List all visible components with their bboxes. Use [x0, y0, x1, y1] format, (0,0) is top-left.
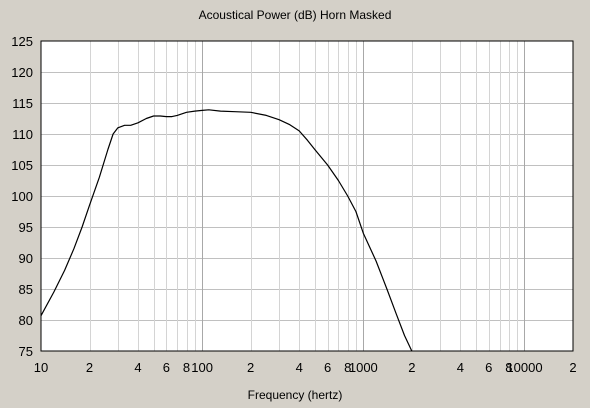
x-tick-label: 6 [485, 360, 492, 375]
x-tick-label: 2 [569, 360, 576, 375]
y-tick-label: 95 [19, 220, 33, 235]
plot-area-border [40, 40, 574, 352]
y-tick-label: 100 [11, 189, 33, 204]
y-tick-label: 80 [19, 313, 33, 328]
y-tick-label: 120 [11, 65, 33, 80]
x-tick-label: 1000 [349, 360, 378, 375]
x-tick-label: 4 [457, 360, 464, 375]
x-tick-label: 10000 [506, 360, 542, 375]
x-tick-label: 8 [183, 360, 190, 375]
series-line [40, 109, 413, 352]
y-tick-label: 110 [12, 127, 33, 142]
x-tick-label: 4 [134, 360, 141, 375]
x-tick-label: 2 [408, 360, 415, 375]
x-tick-label: 10 [34, 360, 48, 375]
x-tick-label: 8 [344, 360, 351, 375]
x-tick-label: 4 [296, 360, 303, 375]
series-layer [40, 109, 413, 352]
x-tick-label: 6 [163, 360, 170, 375]
x-axis-label: Frequency (hertz) [247, 388, 343, 402]
y-tick-label: 105 [11, 158, 33, 173]
x-tick-label: 100 [191, 360, 213, 375]
x-tick-label: 6 [324, 360, 331, 375]
y-tick-label: 90 [19, 251, 33, 266]
y-tick-label: 85 [19, 282, 33, 297]
x-tick-label: 8 [505, 360, 512, 375]
y-tick-label: 75 [19, 344, 33, 359]
x-tick-label: 2 [86, 360, 93, 375]
grid-layer [41, 41, 573, 351]
chart-title: Acoustical Power (dB) Horn Masked [198, 8, 392, 22]
x-tick-label: 2 [247, 360, 254, 375]
y-tick-label: 115 [12, 96, 33, 111]
y-tick-label: 125 [11, 34, 33, 49]
